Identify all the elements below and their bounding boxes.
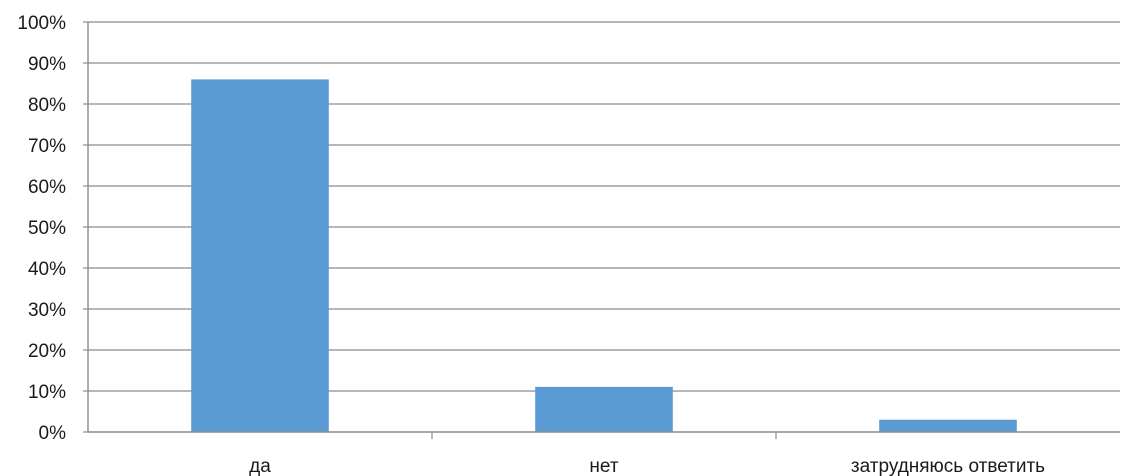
axes (83, 21, 1120, 439)
y-tick-label: 20% (28, 341, 66, 362)
y-tick-label: 40% (28, 259, 66, 280)
bars (191, 79, 1017, 433)
y-tick-label: 10% (28, 382, 66, 403)
y-tick-label: 90% (28, 54, 66, 75)
y-tick-label: 70% (28, 136, 66, 157)
y-tick-label: 100% (17, 13, 66, 34)
y-tick-label: 60% (28, 177, 66, 198)
x-category-label: да (249, 456, 271, 476)
y-tick-label: 30% (28, 300, 66, 321)
y-tick-label: 0% (39, 423, 67, 444)
bar (535, 386, 673, 432)
y-tick-label: 80% (28, 95, 66, 116)
bar (191, 79, 329, 433)
x-category-label: нет (589, 456, 618, 476)
bar (879, 419, 1017, 432)
labels: 0% 10% 20% 30% 40% 50% 60% 70% 80% 90% 100% да нет за… (17, 13, 1045, 476)
x-category-label: затрудняюсь ответить (851, 456, 1045, 476)
y-tick-label: 50% (28, 218, 66, 239)
